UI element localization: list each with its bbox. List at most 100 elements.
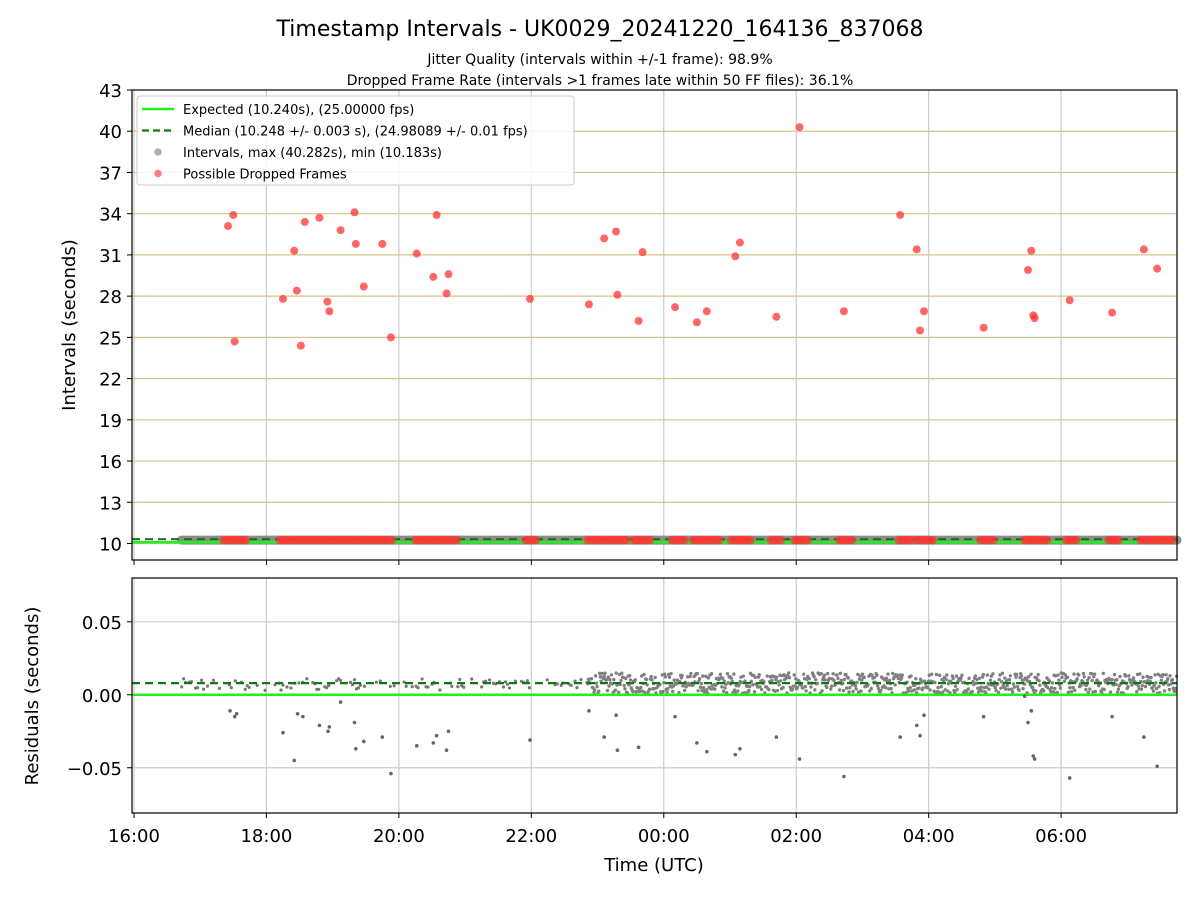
residual-point (732, 672, 736, 676)
dropped-frame-point (378, 239, 387, 248)
residual-point (872, 675, 877, 680)
top-y-tick-label: 31 (99, 246, 122, 267)
residual-point (722, 679, 726, 683)
bottom-x-tick-label: 00:00 (638, 826, 690, 847)
residual-point (470, 677, 474, 681)
residual-point (842, 677, 846, 682)
residual-point (392, 684, 396, 688)
top-y-tick-label: 34 (99, 205, 122, 226)
residual-point (759, 687, 764, 692)
residual-point (841, 688, 846, 693)
residual-point (743, 679, 747, 683)
legend-label: Median (10.248 +/- 0.003 s), (24.98089 +… (183, 125, 528, 140)
residual-point (939, 685, 943, 689)
residual-outlier-point (673, 714, 677, 719)
legend-swatch-marker (154, 169, 162, 178)
residual-point (1012, 685, 1017, 689)
residual-point (1086, 690, 1090, 695)
dropped-frame-point (839, 307, 848, 316)
residual-point (1053, 686, 1057, 691)
residual-point (1118, 674, 1122, 679)
residual-point (721, 676, 725, 680)
dropped-frame-point (1027, 246, 1036, 255)
residual-point (988, 678, 993, 682)
residual-point (914, 677, 918, 681)
residual-point (297, 681, 301, 685)
residual-point (1138, 672, 1142, 676)
residual-point (1007, 678, 1012, 682)
residual-outlier-point (354, 746, 358, 751)
residual-outlier-point (414, 744, 419, 748)
residual-point (211, 678, 216, 682)
residual-outlier-point (361, 739, 366, 744)
dropped-frame-point (229, 211, 238, 220)
residual-point (281, 683, 285, 687)
residual-outlier-point (1031, 754, 1036, 758)
residual-point (1149, 675, 1153, 680)
residual-point (997, 677, 1001, 682)
residual-point (921, 686, 925, 690)
residual-point (684, 685, 688, 689)
residual-outlier-point (338, 700, 343, 704)
residual-point (426, 685, 430, 689)
residual-point (930, 672, 934, 676)
residual-point (642, 672, 646, 677)
residual-outlier-point (326, 729, 330, 734)
residual-point (1010, 688, 1014, 692)
residual-outlier-point (587, 709, 591, 713)
residual-point (639, 685, 643, 690)
residual-point (650, 678, 654, 682)
residual-point (1011, 682, 1016, 686)
dropped-frame-point (600, 234, 609, 243)
residual-point (545, 678, 549, 682)
residual-point (751, 683, 755, 687)
residual-point (860, 678, 864, 682)
residual-outlier-point (1029, 709, 1034, 713)
residual-point (917, 686, 921, 690)
dropped-frame-point (613, 290, 622, 299)
residual-point (967, 676, 971, 681)
residual-point (1127, 674, 1131, 678)
residual-outlier-point (1032, 757, 1037, 761)
residual-point (1071, 685, 1075, 690)
residual-point (784, 676, 788, 680)
residual-point (667, 675, 672, 680)
residual-point (971, 679, 975, 684)
residual-point (847, 690, 851, 694)
dropped-frame-baseline-point (803, 535, 812, 545)
residual-point (1068, 686, 1072, 690)
residual-point (1136, 684, 1141, 688)
residual-point (662, 680, 666, 685)
dropped-frame-point (526, 294, 535, 303)
dropped-frame-point (702, 307, 711, 316)
dropped-frame-baseline-point (746, 535, 755, 545)
residual-point (1115, 690, 1120, 694)
residual-point (1069, 689, 1074, 694)
residual-point (876, 686, 881, 691)
residual-point (718, 672, 723, 677)
dropped-frame-point (386, 333, 395, 342)
residual-point (662, 672, 667, 676)
residual-point (1088, 687, 1092, 691)
residual-point (1005, 683, 1009, 688)
residual-point (884, 676, 889, 680)
residual-point (1090, 678, 1094, 683)
residual-point (687, 683, 692, 687)
residual-point (844, 686, 849, 690)
dropped-frame-point (735, 238, 744, 247)
residual-point (1161, 672, 1165, 677)
residual-point (1066, 690, 1071, 694)
residual-point (987, 687, 991, 691)
residual-point (450, 684, 454, 688)
residual-point (787, 676, 792, 680)
dropped-frame-baseline-point (621, 535, 631, 545)
residual-point (767, 687, 771, 692)
residual-point (753, 675, 757, 680)
residual-point (1000, 671, 1005, 676)
residual-point (305, 677, 309, 681)
residual-point (1139, 687, 1144, 691)
residual-point (758, 685, 762, 689)
residual-point (1015, 672, 1019, 677)
residual-point (614, 671, 618, 675)
